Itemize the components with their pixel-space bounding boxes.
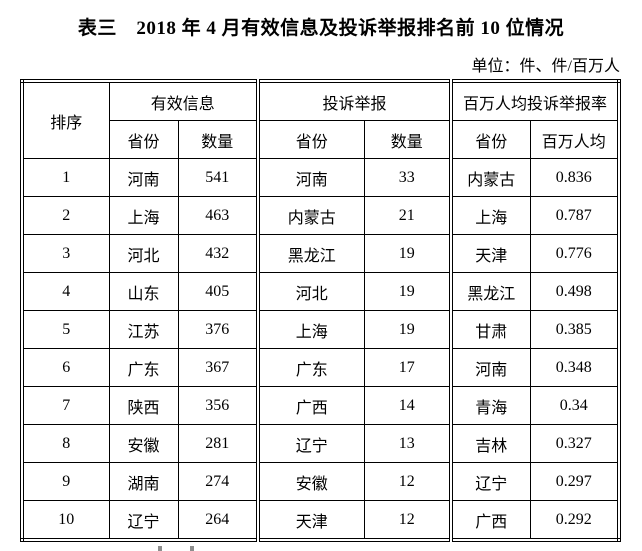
rank-cell: 7	[21, 386, 110, 425]
info-count-cell: 463	[177, 196, 259, 235]
info-count-cell: 376	[177, 310, 259, 349]
rank-cell: 3	[21, 234, 110, 273]
complaint-count-cell: 12	[363, 462, 452, 501]
rate-value-cell: 0.327	[529, 424, 620, 463]
group-header-valid-info: 有效信息	[108, 80, 259, 121]
complaint-province-cell: 天津	[256, 500, 365, 541]
unit-note: 单位：件、件/百万人	[471, 58, 620, 75]
complaint-count-cell: 19	[363, 234, 452, 273]
rate-province-cell: 广西	[449, 500, 531, 541]
rate-province-header: 省份	[449, 120, 531, 159]
rate-value-cell: 0.292	[529, 500, 620, 541]
rank-cell: 5	[21, 310, 110, 349]
complaint-province-cell: 广东	[256, 348, 365, 387]
info-count-cell: 356	[177, 386, 259, 425]
info-count-cell: 432	[177, 234, 259, 273]
info-count-cell: 264	[177, 500, 259, 541]
rank-cell: 1	[21, 158, 110, 197]
table-row: 7 陕西 356 广西 14 青海 0.34	[21, 386, 620, 425]
group-header-per-million-rate: 百万人均投诉举报率	[449, 80, 620, 121]
info-province-header: 省份	[108, 120, 179, 159]
table-row: 8 安徽 281 辽宁 13 吉林 0.327	[21, 424, 620, 463]
rank-cell: 6	[21, 348, 110, 387]
group-header-complaints: 投诉举报	[256, 80, 452, 121]
info-province-cell: 陕西	[108, 386, 179, 425]
complaint-province-cell: 河南	[256, 158, 365, 197]
rate-province-cell: 河南	[449, 348, 531, 387]
header-group-row: 排序 有效信息 投诉举报 百万人均投诉举报率	[21, 80, 620, 159]
ranking-table: 排序 有效信息 投诉举报 百万人均投诉举报率 省份 数量 省份 数量 省份 百万…	[20, 79, 621, 542]
complaint-count-cell: 13	[363, 424, 452, 463]
complaint-count-cell: 12	[363, 500, 452, 541]
rate-value-cell: 0.348	[529, 348, 620, 387]
complaint-province-cell: 河北	[256, 272, 365, 311]
info-province-cell: 山东	[108, 272, 179, 311]
complaint-count-cell: 17	[363, 348, 452, 387]
table-row: 3 河北 432 黑龙江 19 天津 0.776	[21, 234, 620, 273]
table-row: 2 上海 463 内蒙古 21 上海 0.787	[21, 196, 620, 235]
complaint-count-cell: 19	[363, 310, 452, 349]
complaint-province-cell: 上海	[256, 310, 365, 349]
table-title: 表三 2018 年 4 月有效信息及投诉举报排名前 10 位情况	[77, 18, 565, 39]
rate-province-cell: 青海	[449, 386, 531, 425]
info-count-cell: 281	[177, 424, 259, 463]
cutoff-text-fragment	[190, 546, 194, 551]
rate-value-cell: 0.498	[529, 272, 620, 311]
table-row: 6 广东 367 广东 17 河南 0.348	[21, 348, 620, 387]
rate-value-cell: 0.836	[529, 158, 620, 197]
rate-province-cell: 辽宁	[449, 462, 531, 501]
info-province-cell: 安徽	[108, 424, 179, 463]
rate-value-cell: 0.787	[529, 196, 620, 235]
rank-cell: 9	[21, 462, 110, 501]
rate-province-cell: 上海	[449, 196, 531, 235]
rate-value-cell: 0.385	[529, 310, 620, 349]
info-count-cell: 541	[177, 158, 259, 197]
table-body: 1 河南 541 河南 33 内蒙古 0.836 2 上海 463 内蒙古 21 上海 0.787 3 河北 4…	[21, 158, 620, 541]
complaint-province-cell: 内蒙古	[256, 196, 365, 235]
info-province-cell: 河北	[108, 234, 179, 273]
info-count-header: 数量	[177, 120, 259, 159]
header-sub-row: 省份 数量 省份 数量 省份 百万人均	[22, 120, 620, 159]
rate-province-cell: 甘肃	[449, 310, 531, 349]
complaint-count-cell: 14	[363, 386, 452, 425]
rank-header-cell: 排序	[21, 80, 110, 159]
rank-cell: 8	[21, 424, 110, 463]
info-province-cell: 上海	[108, 196, 179, 235]
table-row: 10 辽宁 264 天津 12 广西 0.292	[21, 500, 620, 541]
rank-cell: 10	[21, 500, 110, 541]
rate-value-cell: 0.776	[529, 234, 620, 273]
complaint-count-cell: 33	[363, 158, 452, 197]
rate-province-cell: 天津	[449, 234, 531, 273]
info-count-cell: 405	[177, 272, 259, 311]
complaint-count-header: 数量	[363, 120, 452, 159]
complaint-province-cell: 广西	[256, 386, 365, 425]
table-row: 5 江苏 376 上海 19 甘肃 0.385	[21, 310, 620, 349]
info-count-cell: 274	[177, 462, 259, 501]
complaint-province-cell: 安徽	[256, 462, 365, 501]
table-row: 9 湖南 274 安徽 12 辽宁 0.297	[21, 462, 620, 501]
rate-province-cell: 吉林	[449, 424, 531, 463]
cutoff-text-fragment	[158, 546, 162, 551]
rate-value-cell: 0.297	[529, 462, 620, 501]
info-province-cell: 河南	[108, 158, 179, 197]
rate-value-cell: 0.34	[529, 386, 620, 425]
rate-province-cell: 黑龙江	[449, 272, 531, 311]
rank-cell: 2	[21, 196, 110, 235]
complaint-province-header: 省份	[256, 120, 365, 159]
table-row: 1 河南 541 河南 33 内蒙古 0.836	[21, 158, 620, 197]
info-province-cell: 湖南	[108, 462, 179, 501]
table-row: 4 山东 405 河北 19 黑龙江 0.498	[21, 272, 620, 311]
complaint-count-cell: 19	[363, 272, 452, 311]
info-province-cell: 辽宁	[108, 500, 179, 541]
rank-cell: 4	[21, 272, 110, 311]
complaint-province-cell: 辽宁	[256, 424, 365, 463]
rate-value-header: 百万人均	[529, 120, 620, 159]
rate-province-cell: 内蒙古	[449, 158, 531, 197]
info-count-cell: 367	[177, 348, 259, 387]
complaint-count-cell: 21	[363, 196, 452, 235]
complaint-province-cell: 黑龙江	[256, 234, 365, 273]
info-province-cell: 江苏	[108, 310, 179, 349]
info-province-cell: 广东	[108, 348, 179, 387]
